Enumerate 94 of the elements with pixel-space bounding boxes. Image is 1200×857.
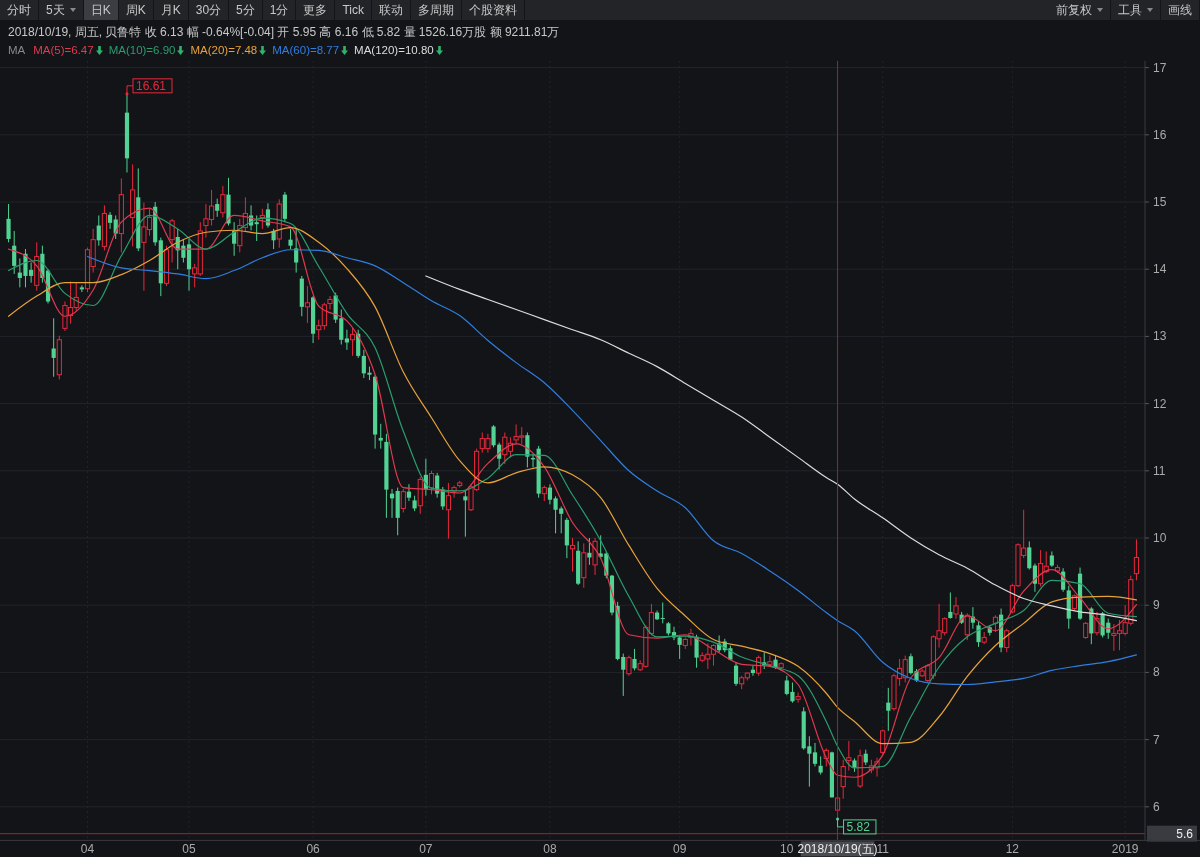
- candlestick: [344, 329, 350, 351]
- candlestick: [361, 349, 366, 379]
- text: 分时: [7, 1, 31, 19]
- text: 1分: [269, 1, 289, 19]
- candlestick: [445, 482, 452, 540]
- text: 画线: [1168, 1, 1192, 19]
- candlestick: [304, 285, 311, 324]
- x-tick-label: 11: [876, 842, 890, 857]
- candlestick: [1133, 538, 1140, 581]
- y-tick-label: 7: [1153, 732, 1160, 747]
- x-tick-label: 07: [419, 842, 433, 857]
- text: 日K: [90, 1, 111, 19]
- y-tick-label: 16: [1153, 127, 1167, 142]
- candlestick: [886, 687, 891, 732]
- text: 工具: [1118, 1, 1142, 19]
- candlestick: [169, 218, 175, 263]
- text: MA(60)=8.77: [272, 44, 340, 56]
- ref-line-label: 5.6: [1176, 826, 1194, 841]
- text: Tick: [342, 3, 365, 17]
- x-tick-label: 04: [80, 842, 95, 857]
- candlestick: [96, 214, 101, 247]
- candlestick: [215, 198, 220, 218]
- candlestick: [6, 203, 11, 243]
- candlestick: [400, 488, 406, 513]
- candlestick: [349, 327, 356, 357]
- chart-title: 2018/10/19, 周五, 贝鲁特 收 6.13 幅 -0.64%[-0.04] 开 5.95 高 6.16 低 5.82 量 1526.16万股 额 9211.81万: [8, 24, 560, 41]
- candlestick: [976, 621, 981, 648]
- x-tick-label: 2019: [1111, 842, 1139, 857]
- y-tick-label: 11: [1153, 463, 1166, 478]
- candlestick: [259, 208, 265, 230]
- x-tick-label: 08: [543, 842, 557, 857]
- y-tick-label: 8: [1153, 665, 1160, 680]
- y-tick-label: 9: [1153, 598, 1160, 613]
- candlestick: [51, 317, 56, 378]
- candlestick: [953, 596, 959, 620]
- x-tick-label: 06: [306, 842, 321, 857]
- candlestick: [626, 655, 632, 677]
- x-tick-label: 05: [182, 842, 197, 857]
- candlestick: [463, 490, 468, 538]
- y-tick-label: 15: [1153, 195, 1167, 210]
- y-tick-label: 6: [1153, 799, 1160, 814]
- text: 联动: [379, 1, 404, 19]
- annotation: 5.82: [846, 819, 871, 834]
- candlestick: [491, 424, 496, 448]
- text: 月K: [160, 1, 181, 19]
- text: 周K: [125, 1, 146, 19]
- x-tick-label: 10: [780, 842, 794, 857]
- text: MA(10)=6.90: [108, 44, 176, 56]
- line-series: [425, 275, 1138, 622]
- candlestick: [288, 228, 293, 250]
- text: MA(20)=7.48: [190, 44, 258, 56]
- candlestick: [587, 537, 592, 566]
- candlestick: [632, 648, 637, 671]
- candlestick: [220, 185, 226, 218]
- candlestick: [79, 284, 84, 293]
- text: 更多: [303, 1, 328, 19]
- text: 前复权: [1056, 1, 1092, 19]
- text: MA(120)=10.80: [354, 44, 434, 56]
- candlestick: [107, 211, 113, 230]
- candlestick: [254, 214, 259, 242]
- candlestick: [428, 470, 435, 495]
- y-tick-label: 12: [1153, 396, 1167, 411]
- candlestick: [840, 759, 846, 800]
- y-tick-label: 17: [1153, 60, 1167, 75]
- y-tick-label: 13: [1153, 329, 1167, 344]
- text: 30分: [195, 1, 222, 19]
- candlestick: [406, 483, 412, 502]
- annotation: 16.61: [135, 78, 167, 93]
- x-tick-label: 09: [672, 842, 687, 857]
- candlestick: [948, 591, 953, 620]
- text: MA(5)=6.47: [33, 44, 94, 56]
- candlestick: [569, 537, 576, 573]
- candlestick: [818, 755, 823, 776]
- legend-title: MA: [8, 44, 26, 56]
- candlestick: [767, 655, 773, 668]
- y-tick-label: 10: [1153, 531, 1167, 546]
- line-series: [86, 249, 1138, 686]
- candlestick: [795, 692, 801, 704]
- candlestick: [1027, 540, 1032, 571]
- x-tick-label: 12: [1005, 842, 1020, 857]
- candlestick: [846, 740, 852, 772]
- text: 多周期: [418, 1, 455, 19]
- candlestick: [592, 537, 598, 576]
- y-tick-label: 14: [1153, 262, 1167, 277]
- candlestick: [733, 661, 739, 687]
- candlestick: [694, 634, 699, 669]
- candlestick: [660, 602, 665, 624]
- candlestick: [378, 423, 383, 450]
- text: 5天: [46, 1, 65, 19]
- text: 个股资料: [469, 1, 518, 19]
- text: 5分: [236, 1, 255, 19]
- x-tick-label: 2018/10/19(五): [797, 842, 878, 857]
- candlestick: [812, 742, 818, 767]
- candlestick: [327, 295, 333, 311]
